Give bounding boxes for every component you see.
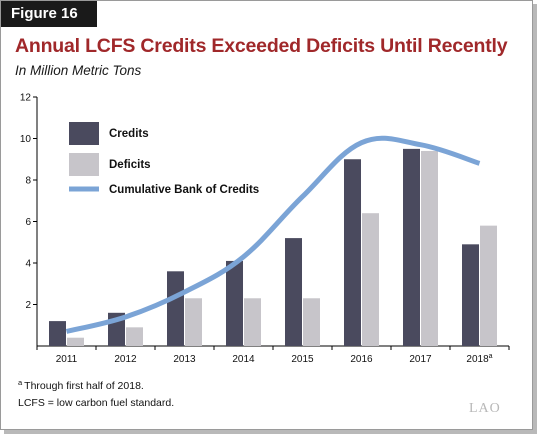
x-tick-label: 2015 xyxy=(291,354,314,365)
x-tick-label: 2013 xyxy=(173,354,196,365)
chart-title: Annual LCFS Credits Exceeded Deficits Un… xyxy=(15,35,508,57)
credits-bar xyxy=(403,148,420,346)
y-tick-label: 12 xyxy=(20,93,32,104)
abbreviation-note: LCFS = low carbon fuel standard. xyxy=(18,397,175,409)
x-tick-label: 2016 xyxy=(350,354,373,365)
y-tick-label: 2 xyxy=(25,300,31,311)
x-tick-label: 2017 xyxy=(409,354,432,365)
footnote-marker: a xyxy=(18,378,23,387)
lao-logo: LAO xyxy=(469,401,501,416)
x-tick-label: 2018a xyxy=(466,353,492,365)
bars xyxy=(49,148,497,346)
y-tick-label: 8 xyxy=(25,176,31,187)
legend: Credits Deficits Cumulative Bank of Credit… xyxy=(69,122,259,196)
chart-subtitle: In Million Metric Tons xyxy=(15,63,142,78)
deficits-bar xyxy=(480,225,497,346)
credits-bar xyxy=(285,238,302,346)
y-tick-label: 6 xyxy=(25,217,31,228)
x-tick-label: 2012 xyxy=(114,354,137,365)
credits-bar xyxy=(462,244,479,346)
deficits-bar xyxy=(67,337,84,346)
y-tick-label: 4 xyxy=(25,259,31,270)
figure-frame: Figure 16 Annual LCFS Credits Exceeded D… xyxy=(0,0,533,430)
x-axis: 2011 2012 2013 2014 2015 2016 2017 2018a xyxy=(36,345,510,365)
deficits-bar xyxy=(244,298,261,346)
deficits-bar xyxy=(126,327,143,346)
legend-deficits-swatch xyxy=(69,153,99,176)
x-tick-superscript: a xyxy=(489,353,493,360)
legend-cumulative-label: Cumulative Bank of Credits xyxy=(109,184,259,196)
footnote: a Through first half of 2018. xyxy=(18,378,144,392)
deficits-bar xyxy=(362,213,379,346)
y-axis: 2 4 6 8 10 12 xyxy=(20,93,38,346)
legend-credits-label: Credits xyxy=(109,128,149,140)
credits-bar xyxy=(167,271,184,346)
credits-bar xyxy=(344,159,361,346)
legend-credits-swatch xyxy=(69,122,99,145)
credits-bar xyxy=(49,321,66,346)
deficits-bar xyxy=(303,298,320,346)
y-tick-label: 10 xyxy=(20,134,32,145)
x-tick-label: 2011 xyxy=(56,354,78,365)
deficits-bar xyxy=(185,298,202,346)
footnote-text: Through first half of 2018. xyxy=(24,380,144,392)
x-tick-label: 2014 xyxy=(232,354,255,365)
cumulative-bank-line xyxy=(65,135,481,334)
cumulative-line-group xyxy=(65,135,481,334)
credits-bar xyxy=(226,260,243,346)
figure-label: Figure 16 xyxy=(1,1,97,27)
deficits-bar xyxy=(421,150,438,346)
legend-deficits-label: Deficits xyxy=(109,159,151,171)
